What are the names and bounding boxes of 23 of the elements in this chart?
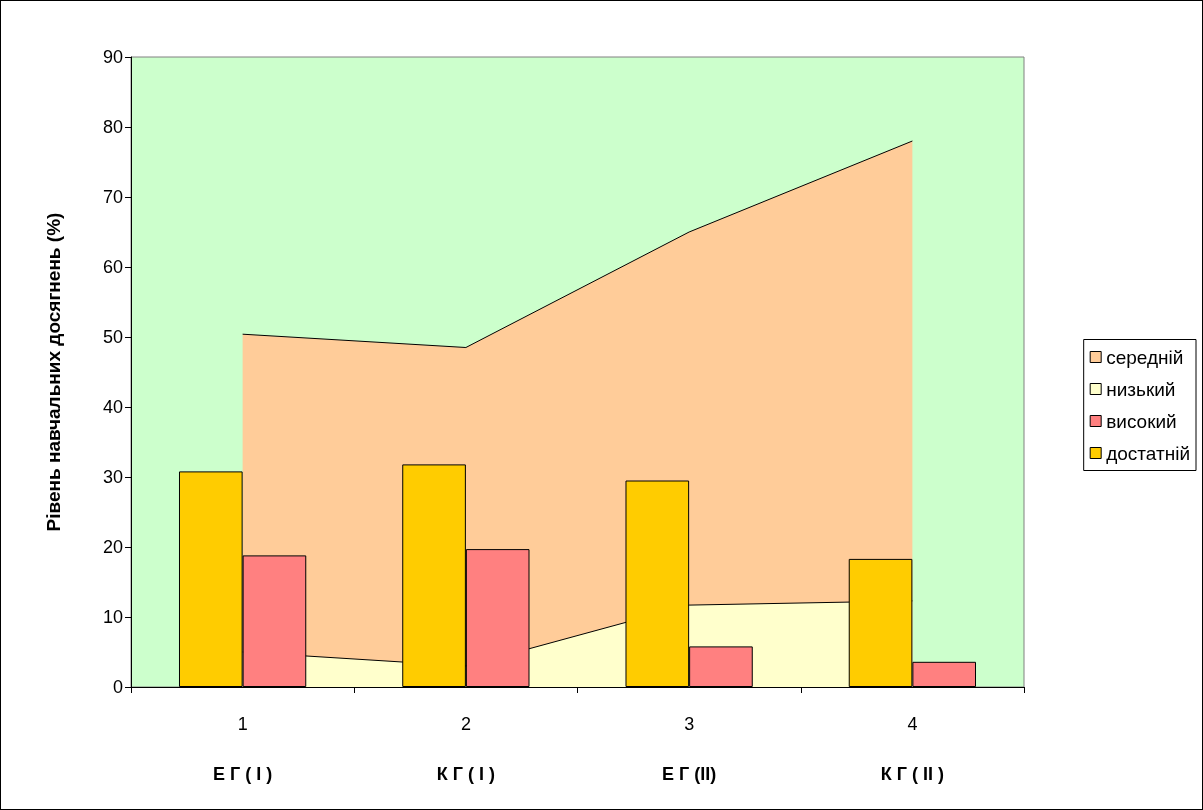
legend-label: низький (1106, 378, 1176, 400)
legend-label: високий (1106, 410, 1177, 432)
legend-label: середній (1106, 346, 1184, 368)
y-tick-label: 90 (102, 47, 123, 67)
text: Е Г ( І ) (213, 764, 273, 784)
legend-label: достатній (1106, 442, 1191, 464)
x-tick-label: 2 (460, 714, 471, 734)
y-tick-label: 10 (102, 607, 123, 627)
x-tick-label: 4 (907, 714, 918, 734)
y-tick-label: 60 (102, 257, 123, 277)
x-tick-label: 3 (684, 714, 695, 734)
y-axis-title: Рівень навчальних досягнень (%) (43, 212, 64, 532)
y-tick-label: 80 (102, 117, 123, 137)
y-tick-label: 30 (102, 467, 123, 487)
text: Е Г (ІІ) (662, 764, 717, 784)
text: К Г ( ІІ ) (880, 764, 944, 784)
y-tick-label: 20 (102, 537, 123, 557)
y-tick-label: 0 (112, 677, 123, 697)
y-tick-label: 50 (102, 327, 123, 347)
text: К Г ( І ) (436, 764, 495, 784)
y-tick-label: 70 (102, 187, 123, 207)
x-tick-label: 1 (237, 714, 248, 734)
y-tick-label: 40 (102, 397, 123, 417)
